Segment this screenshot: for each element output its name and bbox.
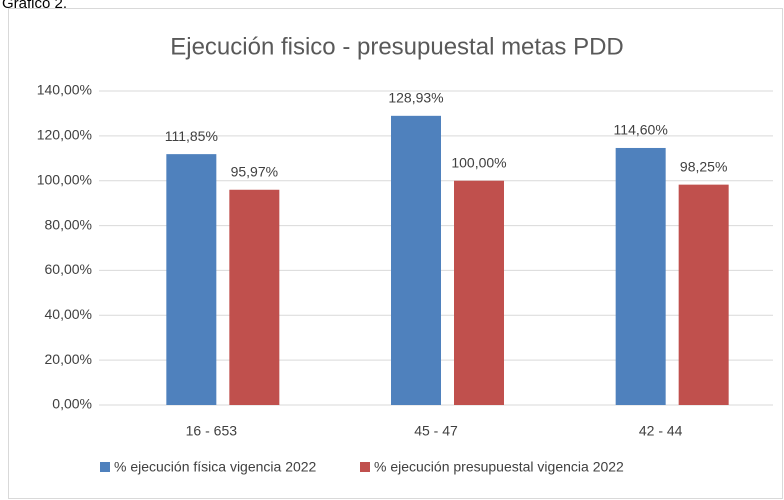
x-tick-label: 16 - 653 [186, 423, 238, 439]
legend-swatch [100, 462, 110, 472]
bar [615, 147, 666, 405]
y-tick-label: 60,00% [45, 261, 92, 277]
y-tick-label: 40,00% [45, 306, 92, 322]
legend-label: % ejecución presupuestal vigencia 2022 [374, 459, 624, 475]
y-tick-label: 120,00% [37, 127, 92, 143]
data-label: 128,93% [388, 90, 443, 106]
y-tick-label: 80,00% [45, 216, 92, 232]
x-tick-label: 42 - 44 [639, 423, 683, 439]
y-tick-label: 100,00% [37, 171, 92, 187]
data-label: 114,60% [614, 122, 668, 138]
legend-label: % ejecución física vigencia 2022 [114, 459, 317, 475]
legend-swatch [360, 462, 370, 472]
y-tick-label: 140,00% [37, 82, 92, 98]
bar [229, 189, 280, 405]
y-tick-label: 20,00% [45, 351, 92, 367]
bar [454, 180, 504, 405]
data-label: 98,25% [680, 158, 727, 174]
data-label: 111,85% [165, 128, 218, 144]
caption: Gráfico 2. [2, 0, 67, 12]
data-label: 100,00% [451, 154, 506, 170]
data-label: 95,97% [231, 163, 278, 179]
chart-title: Ejecución fisico - presupuestal metas PD… [170, 33, 624, 60]
y-tick-label: 0,00% [52, 396, 92, 412]
bar [166, 154, 217, 405]
bar [678, 184, 729, 405]
bar [391, 115, 441, 405]
x-tick-label: 45 - 47 [414, 423, 458, 439]
